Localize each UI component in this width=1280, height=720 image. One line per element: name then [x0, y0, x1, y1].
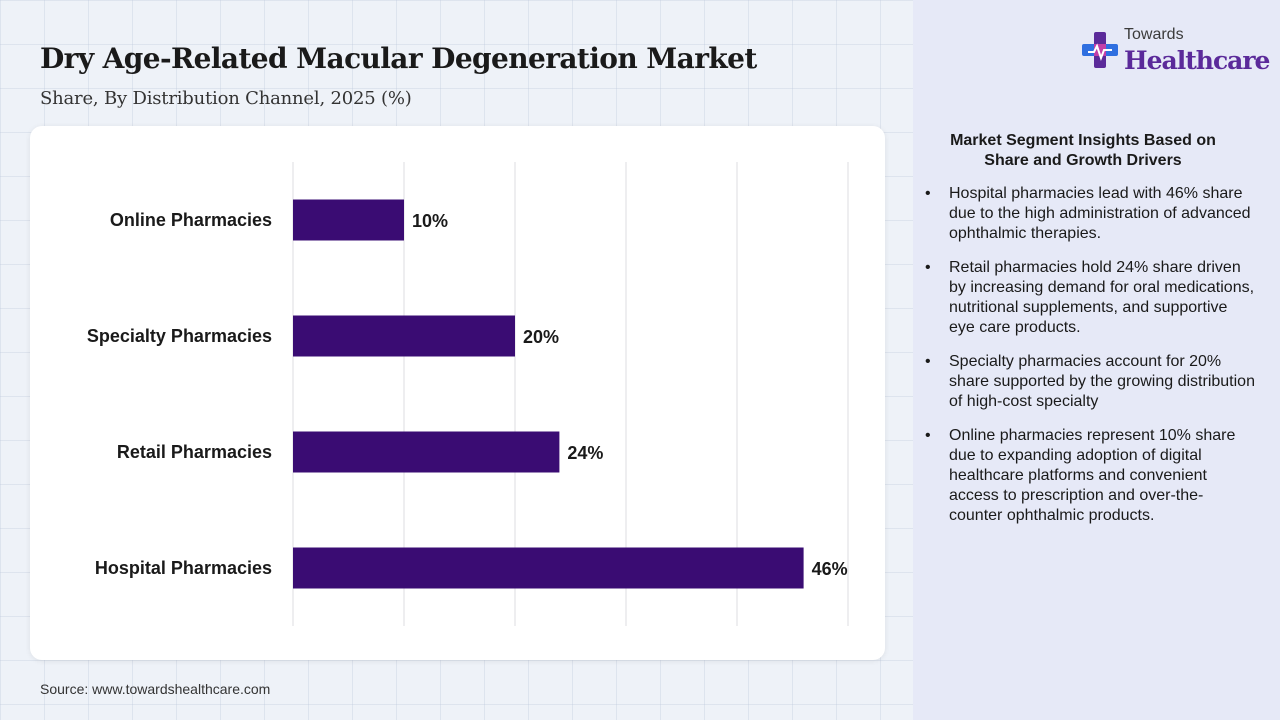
category-label: Retail Pharmacies: [117, 442, 272, 462]
insight-item: • Online pharmacies represent 10% share d…: [925, 426, 1255, 526]
bar: [293, 315, 515, 357]
logo-top-text: Towards: [1124, 26, 1184, 43]
value-label: 46%: [812, 559, 848, 579]
bullet-icon: •: [925, 259, 931, 276]
insight-item: • Retail pharmacies hold 24% share driven…: [925, 258, 1255, 338]
bar: [293, 199, 404, 241]
logo-main-text: Healthcare: [1124, 46, 1270, 75]
chart-card: Online Pharmacies 10% Specialty Pharmacies…: [30, 126, 885, 660]
value-label: 24%: [567, 443, 603, 463]
value-label: 10%: [412, 211, 448, 231]
insight-text: Hospital pharmacies lead with 46% share …: [949, 185, 1251, 242]
chart-title: Dry Age-Related Macular Degeneration Mar…: [40, 42, 757, 75]
value-label: 20%: [523, 327, 559, 347]
bullet-icon: •: [925, 353, 931, 370]
bar: [293, 431, 560, 473]
bar: [293, 547, 804, 589]
towards-healthcare-logo: Towards Healthcare: [1080, 26, 1270, 76]
insight-item: • Specialty pharmacies account for 20% sh…: [925, 352, 1255, 412]
bar-chart: Online Pharmacies 10% Specialty Pharmacies…: [87, 162, 849, 626]
medical-cross-icon: [1082, 32, 1118, 68]
insights-title: Market Segment Insights Based on Share a…: [950, 132, 1216, 169]
category-label: Hospital Pharmacies: [95, 558, 272, 578]
source-note: Source: www.towardshealthcare.com: [40, 681, 271, 697]
insight-text: Specialty pharmacies account for 20% sha…: [949, 353, 1255, 410]
bullet-icon: •: [925, 427, 931, 444]
insight-text: Online pharmacies represent 10% share du…: [949, 427, 1236, 524]
category-label: Specialty Pharmacies: [87, 326, 272, 346]
insights-list: • Hospital pharmacies lead with 46% share…: [925, 184, 1255, 540]
insight-text: Retail pharmacies hold 24% share driven …: [949, 259, 1255, 336]
bullet-icon: •: [925, 185, 931, 202]
category-label: Online Pharmacies: [110, 210, 272, 230]
insight-item: • Hospital pharmacies lead with 46% share…: [925, 184, 1255, 244]
chart-subtitle: Share, By Distribution Channel, 2025 (%): [40, 88, 412, 109]
insights-panel-background: [913, 0, 1280, 720]
